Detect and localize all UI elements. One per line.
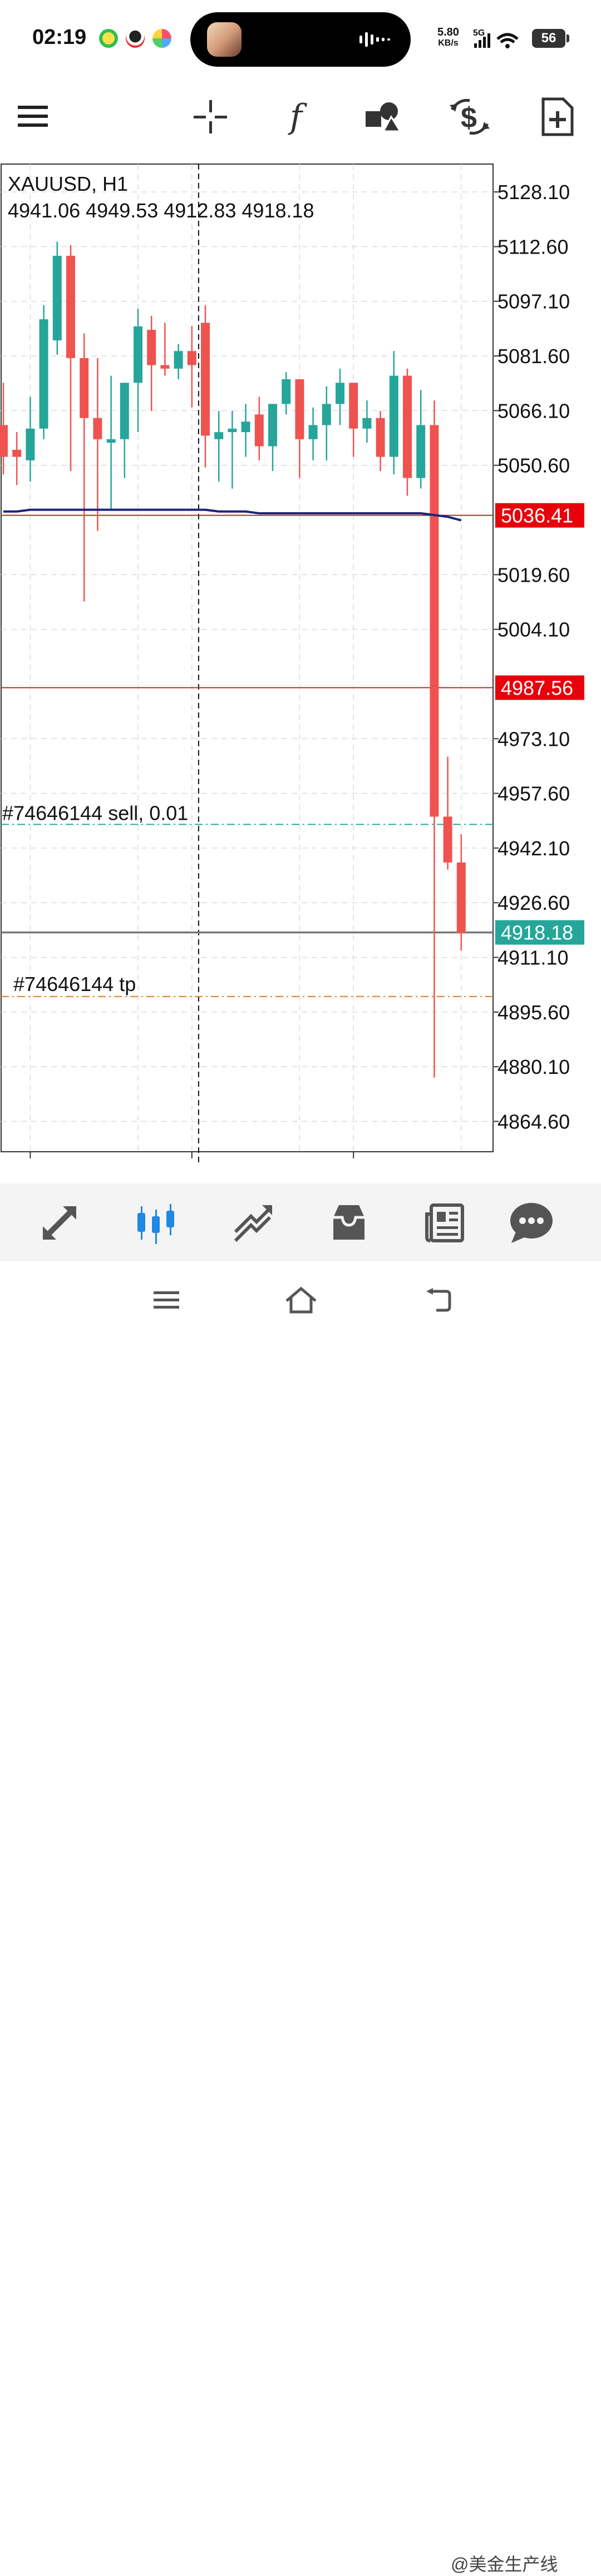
candle-body[interactable] xyxy=(376,418,385,457)
candle-body[interactable] xyxy=(349,383,358,429)
level-upper-tag: 5036.41 xyxy=(501,504,573,527)
price-axis-label: 4957.60 xyxy=(497,782,570,805)
candle-body[interactable] xyxy=(66,255,75,358)
notification-icons xyxy=(99,29,171,48)
candle-body[interactable] xyxy=(214,432,224,439)
audio-wave-icon xyxy=(358,31,392,52)
candle-body[interactable] xyxy=(254,414,264,447)
candle-body[interactable] xyxy=(174,351,183,369)
price-axis-label: 5004.10 xyxy=(497,618,570,641)
chart-icon[interactable] xyxy=(131,1198,181,1248)
home-icon[interactable] xyxy=(282,1284,321,1317)
moving-average-line xyxy=(3,508,462,522)
svg-text:$: $ xyxy=(461,102,477,134)
bottom-navigation xyxy=(0,1183,601,1261)
candle-body[interactable] xyxy=(456,862,466,933)
candle-body[interactable] xyxy=(389,375,398,457)
quotes-icon[interactable] xyxy=(35,1198,85,1248)
ohlc-values: 4941.06 4949.53 4912.83 4918.18 xyxy=(8,199,314,222)
signal-icon: 5G xyxy=(473,28,529,53)
candle-body[interactable] xyxy=(120,383,129,439)
candle-body[interactable] xyxy=(295,379,304,439)
price-axis-label: 4895.60 xyxy=(497,1001,570,1024)
candle-body[interactable] xyxy=(160,365,170,369)
price-axis-label: 5050.60 xyxy=(497,454,570,477)
level-lower-tag-bg xyxy=(495,675,584,700)
status-bar: 02:19 5.80 KB/s 5G xyxy=(0,0,601,78)
candle-body[interactable] xyxy=(308,425,318,439)
candle-body[interactable] xyxy=(80,358,89,418)
messages-icon[interactable] xyxy=(506,1198,556,1248)
candle-body[interactable] xyxy=(12,449,22,457)
current-price-tag: 4918.18 xyxy=(501,922,573,944)
candle-body[interactable] xyxy=(241,422,250,433)
take-profit-label: #74646144 tp xyxy=(13,973,136,995)
battery-icon: 56 xyxy=(532,29,569,48)
objects-icon[interactable] xyxy=(361,95,405,139)
indicators-glyph: f xyxy=(289,97,303,136)
qq-icon xyxy=(126,29,145,48)
recent-apps-icon[interactable] xyxy=(147,1284,186,1317)
chart-toolbar: f $ xyxy=(0,83,601,150)
candle-body[interactable] xyxy=(403,375,412,478)
candle-body[interactable] xyxy=(201,323,210,436)
plot-frame xyxy=(1,164,494,1152)
price-chart[interactable]: 5128.10 5112.60 5097.10 5081.60 5066.10 5050.… xyxy=(0,163,601,1187)
app-icon xyxy=(152,29,171,48)
price-axis-label: 4942.10 xyxy=(497,837,570,860)
crosshair-icon[interactable] xyxy=(188,95,233,139)
price-axis-label: 4926.60 xyxy=(497,891,570,914)
candle-body[interactable] xyxy=(39,319,48,429)
candle-body[interactable] xyxy=(106,439,116,443)
price-axis-label: 5019.60 xyxy=(497,563,570,586)
clock: 02:19 xyxy=(32,26,87,49)
candle-body[interactable] xyxy=(362,418,372,429)
candle-body[interactable] xyxy=(134,326,142,383)
candle-body[interactable] xyxy=(282,379,291,404)
trade-tab-icon[interactable] xyxy=(228,1198,278,1248)
candlestick-chart[interactable]: 5128.10 5112.60 5097.10 5081.60 5066.10 5050.… xyxy=(0,163,601,1187)
price-axis-label: 5066.10 xyxy=(497,399,570,422)
candle-body[interactable] xyxy=(228,428,237,433)
current-price-tag-bg xyxy=(495,920,584,945)
candle-body[interactable] xyxy=(336,383,344,404)
candle-body[interactable] xyxy=(0,425,8,457)
price-axis-label: 5112.60 xyxy=(497,235,568,258)
symbol-timeframe: XAUUSD, H1 xyxy=(8,172,128,195)
candle-body[interactable] xyxy=(26,428,35,460)
level-upper-tag-bg xyxy=(495,503,584,528)
candle-body[interactable] xyxy=(52,255,62,341)
menu-icon[interactable] xyxy=(11,95,56,139)
price-axis-label: 5081.60 xyxy=(497,345,570,368)
price-axis-label: 4864.60 xyxy=(497,1110,570,1133)
net-speed: 5.80 KB/s xyxy=(437,26,459,48)
candle-body[interactable] xyxy=(322,404,331,425)
new-order-icon[interactable] xyxy=(535,95,580,139)
candle-body[interactable] xyxy=(416,425,426,478)
candle-body[interactable] xyxy=(147,330,156,365)
price-axis-label: 4911.10 xyxy=(497,947,568,969)
price-axis-label: 5097.10 xyxy=(497,290,570,313)
dynamic-island[interactable] xyxy=(190,12,411,67)
music-cover-icon xyxy=(207,22,242,57)
history-icon[interactable] xyxy=(324,1198,374,1248)
candle-body[interactable] xyxy=(443,816,452,863)
price-axis-label: 5128.10 xyxy=(497,181,570,204)
trade-icon[interactable]: $ xyxy=(447,95,492,139)
price-axis-label: 4973.10 xyxy=(497,727,570,750)
news-icon[interactable] xyxy=(420,1198,470,1248)
network-type: 5G xyxy=(473,28,485,38)
price-axis-label: 4880.10 xyxy=(497,1056,570,1078)
indicators-icon[interactable]: f xyxy=(274,95,318,139)
candle-body[interactable] xyxy=(93,418,102,439)
system-navigation-bar: @美金生产线 xyxy=(0,1261,601,2574)
sell-order-label: #74646144 sell, 0.01 xyxy=(2,801,188,824)
level-lower-tag: 4987.56 xyxy=(501,677,573,700)
candle-body[interactable] xyxy=(187,351,196,365)
qq-music-icon xyxy=(99,29,118,48)
candle-body[interactable] xyxy=(430,425,439,817)
candle-body[interactable] xyxy=(268,404,277,447)
back-icon[interactable] xyxy=(418,1284,457,1317)
watermark: @美金生产线 xyxy=(451,2554,558,2574)
